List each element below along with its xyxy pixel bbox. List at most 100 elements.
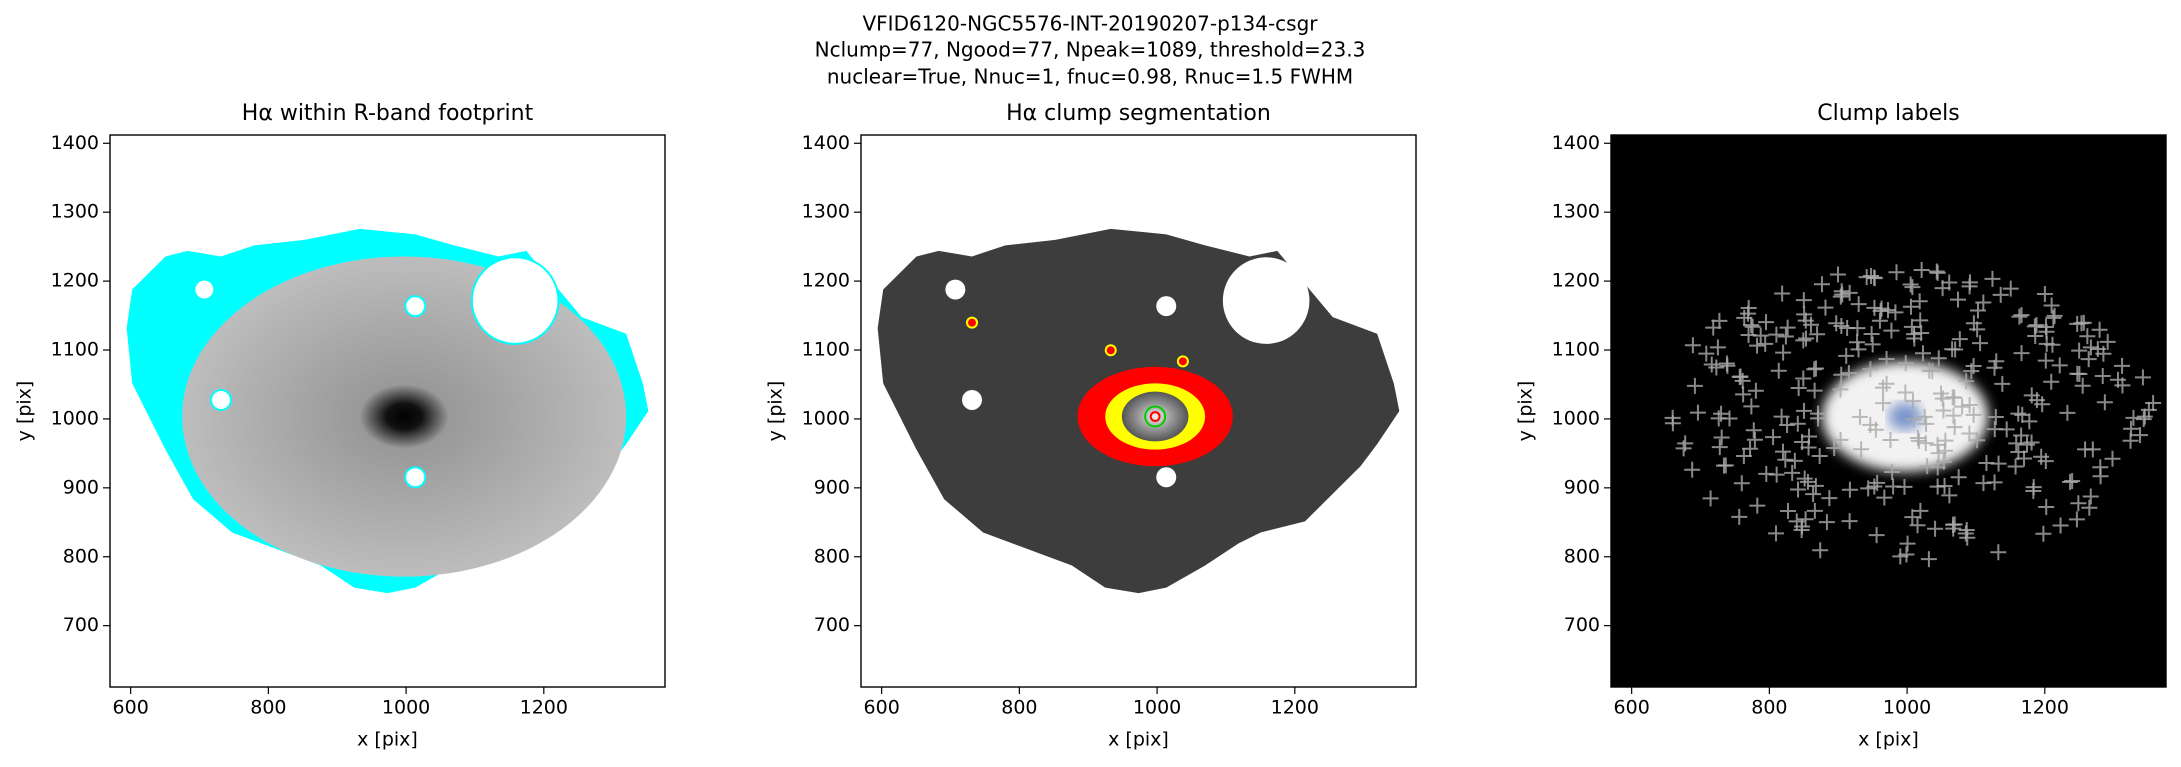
marker [2052,517,2069,534]
y-tick-label: 1300 [802,201,850,223]
marker [1799,473,1816,490]
marker [1906,326,1923,343]
marker [2044,336,2061,353]
marker [1758,314,1775,331]
y-tick-label: 800 [63,545,99,567]
marker [1990,544,2007,561]
marker [1775,344,1792,361]
marker [1841,513,1858,530]
marker [1711,439,1728,456]
marker [1833,366,1850,383]
marker [1721,410,1738,427]
marker [2089,341,2106,358]
marker [1916,408,1933,425]
marker [1950,291,1966,308]
marker [1892,548,1909,565]
clump-red [1176,355,1189,368]
marker [2035,525,2052,542]
marker [1935,402,1952,419]
galaxy [182,256,627,577]
marker [1812,542,1829,559]
marker [2071,342,2088,359]
marker [1975,294,1992,311]
marker [2082,488,2099,505]
marker [1717,457,1734,474]
marker [1684,461,1701,478]
x-tick-label: 1200 [520,697,568,719]
marker [2136,408,2153,425]
marker [1749,337,1766,354]
y-axis-label: y [pix] [1515,381,1537,442]
mask-hole [470,256,560,345]
marker [2002,280,2019,297]
marker [1698,345,1715,362]
marker [2025,479,2042,496]
marker [1946,419,1963,436]
x-axis-label: x [pix] [1858,729,1919,751]
marker [2043,297,2060,314]
marker [1868,527,1885,544]
marker [1797,511,1814,528]
axes-frame [860,134,1417,688]
marker [1860,480,1877,497]
marker [2051,357,2068,374]
marker [1902,298,1919,315]
marker [1863,326,1880,343]
marker [1904,393,1921,410]
marker [1810,410,1826,427]
marker [2092,459,2109,476]
x-axis-label: x [pix] [357,729,418,751]
marker [1743,317,1760,334]
marker [1913,262,1930,279]
marker [1887,304,1904,321]
marker [1796,470,1813,487]
marker [1777,328,1794,345]
marker [1875,395,1892,412]
marker [1866,269,1883,286]
marker [2043,373,2060,390]
marker [1958,373,1975,390]
marker [2023,434,2040,451]
marker [1774,285,1791,302]
marker [1734,372,1751,389]
x-tick-label: 1000 [1133,697,1181,719]
marker [1768,525,1785,542]
marker [1941,487,1958,504]
y-axis-label: y [pix] [765,381,787,442]
marker [1984,270,2001,287]
marker [1986,474,2003,491]
y-tick-label: 1100 [1552,339,1600,361]
marker [1878,350,1895,367]
marker [1936,477,1953,494]
marker [2074,377,2091,394]
marker [1850,341,1867,358]
mask-hole [404,295,427,318]
marker [1743,398,1760,415]
marker [1747,382,1764,399]
y-tick-label: 1100 [51,339,99,361]
marker [2081,499,2098,516]
marker [1832,381,1849,398]
marker [1863,267,1880,284]
marker [1950,469,1967,486]
marker [1806,502,1823,519]
marker [2079,328,2096,345]
image [1611,135,2166,687]
marker [1874,379,1891,396]
marker [2080,351,2097,368]
marker [1686,377,1703,394]
marker [1987,408,2004,425]
marker [1664,415,1681,432]
marker [1914,345,1931,362]
mask-hole [1222,257,1310,344]
marker [1918,415,1935,432]
marker [1869,474,1886,491]
marker [1986,359,2003,376]
x-tick-label: 600 [1614,697,1650,719]
y-tick-label: 700 [63,614,99,636]
x-tick-label: 1200 [1271,697,1319,719]
marker [1927,520,1944,537]
marker [1930,350,1947,367]
marker [1775,443,1791,460]
